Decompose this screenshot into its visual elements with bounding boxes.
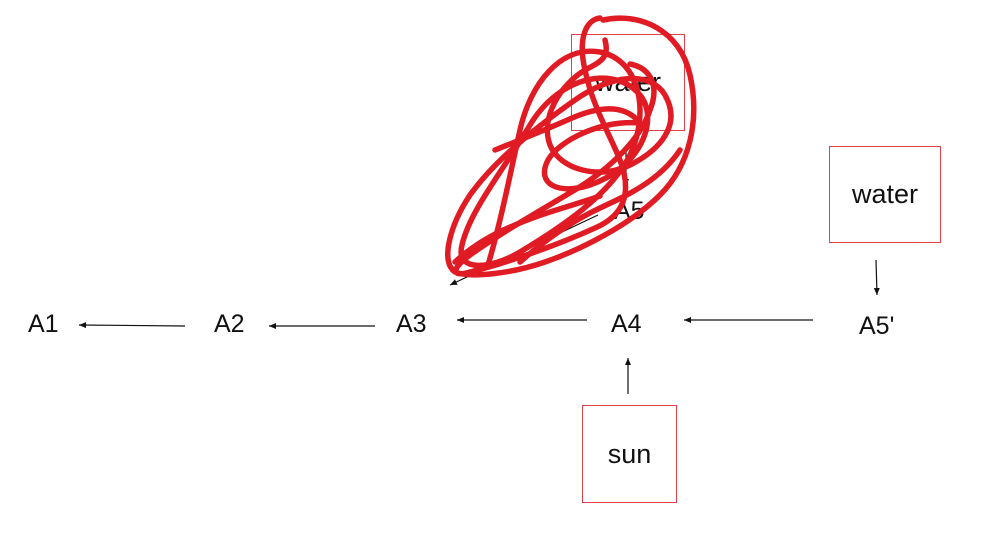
node-a5-prime: A5' <box>859 312 895 340</box>
node-a2: A2 <box>214 310 245 338</box>
sun-box-label: sun <box>607 438 652 469</box>
arrow-water-to-a5prime <box>873 259 880 296</box>
water-box: water <box>829 146 941 243</box>
water-box-label: water <box>851 179 919 209</box>
sun-box: sun <box>582 405 677 503</box>
arrow-a2-to-a1 <box>78 322 186 329</box>
node-a4: A4 <box>611 310 642 338</box>
node-a1: A1 <box>28 310 59 338</box>
red-scribble <box>445 15 697 278</box>
node-a3: A3 <box>396 310 427 338</box>
